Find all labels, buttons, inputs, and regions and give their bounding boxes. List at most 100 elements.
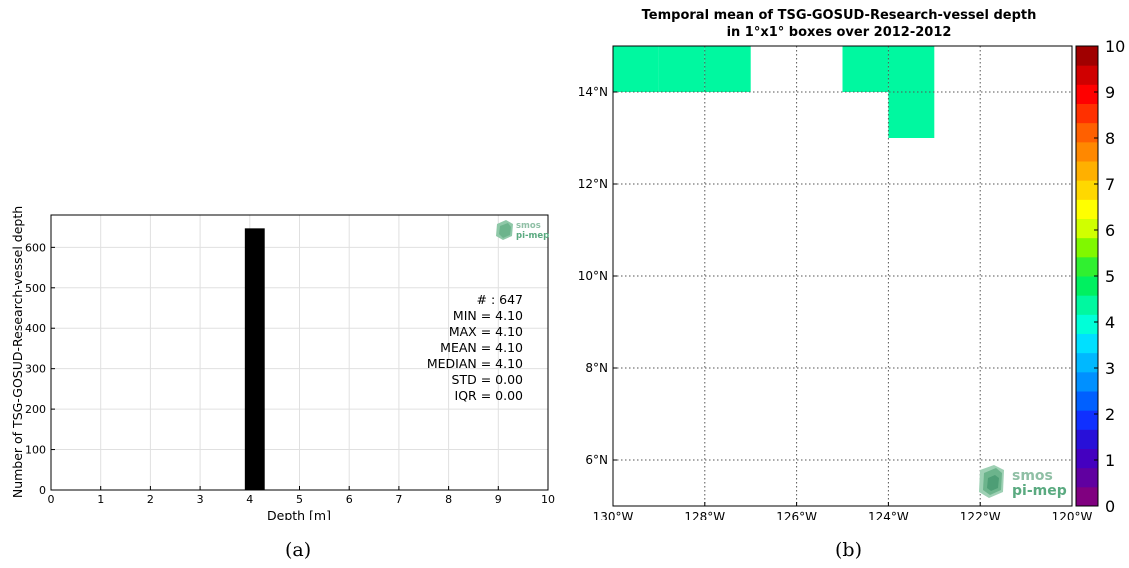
colorbar-segment <box>1076 467 1098 488</box>
colorbar-segment <box>1076 429 1098 449</box>
hist-ytick-label: 200 <box>25 403 46 416</box>
logo-text-pimep-large: pi-mep <box>1012 483 1067 499</box>
colorbar-segment <box>1076 314 1098 334</box>
colorbar-segment <box>1076 180 1098 200</box>
caption-a: (a) <box>285 539 312 561</box>
hist-xtick-label: 8 <box>445 493 452 506</box>
colorbar-segment <box>1076 295 1098 315</box>
stats-block: # : 647 MIN = 4.10 MAX = 4.10 MEAN = 4.1… <box>427 292 523 403</box>
colorbar-segment <box>1076 103 1098 124</box>
colorbar-segment <box>1076 352 1098 373</box>
hist-ytick-label: 300 <box>25 363 46 376</box>
hist-xtick-label: 2 <box>147 493 154 506</box>
stat-max: MAX = 4.10 <box>449 324 523 339</box>
y-axis-label: Number of TSG-GOSUD-Research-vessel dept… <box>10 206 25 498</box>
colorbar-tick-label: 7 <box>1105 175 1115 194</box>
map-ytick-label: 8°N <box>585 361 608 375</box>
hist-xtick-label: 4 <box>246 493 253 506</box>
map-title-line2: in 1°x1° boxes over 2012-2012 <box>727 25 952 40</box>
colorbar-ticks: 0 1 2 3 4 5 6 7 8 9 10 <box>1094 37 1125 516</box>
colorbar-tick-label: 1 <box>1105 451 1115 470</box>
depth-map-chart: Temporal mean of TSG-GOSUD-Research-vess… <box>578 8 1126 520</box>
smos-pimep-logo-small: smos pi-mep <box>496 220 549 241</box>
hist-xtick-label: 3 <box>197 493 204 506</box>
hist-xtick-label: 5 <box>296 493 303 506</box>
hist-bar <box>244 228 265 490</box>
map-cell <box>888 92 935 138</box>
hist-bars <box>244 228 265 490</box>
colorbar-segment <box>1076 199 1098 219</box>
colorbar-segment <box>1076 46 1098 66</box>
colorbar-segment <box>1076 410 1098 430</box>
map-xtick-label: 128°W <box>684 510 725 520</box>
colorbar-tick-label: 6 <box>1105 221 1115 240</box>
colorbar-tick-label: 3 <box>1105 359 1115 378</box>
map-xtick-label: 122°W <box>960 510 1001 520</box>
stat-median: MEDIAN = 4.10 <box>427 356 523 371</box>
colorbar-segment <box>1076 237 1098 258</box>
colorbar <box>1076 46 1098 507</box>
colorbar-segment <box>1076 161 1098 181</box>
hist-xtick-label: 7 <box>395 493 402 506</box>
colorbar-segment <box>1076 256 1098 277</box>
colorbar-segment <box>1076 333 1098 354</box>
colorbar-segment <box>1076 276 1098 296</box>
depth-histogram-chart: Number of TSG-GOSUD-Research-vessel dept… <box>10 206 555 520</box>
colorbar-segment <box>1076 371 1098 392</box>
colorbar-tick-label: 4 <box>1105 313 1115 332</box>
hist-ytick-label: 400 <box>25 322 46 335</box>
map-ytick-label: 14°N <box>578 85 608 99</box>
colorbar-segment <box>1076 122 1098 143</box>
map-ytick-label: 12°N <box>578 177 608 191</box>
map-title-line1: Temporal mean of TSG-GOSUD-Research-vess… <box>642 8 1037 23</box>
map-xtick-label: 130°W <box>593 510 634 520</box>
stat-count: # : 647 <box>477 292 524 307</box>
map-grid <box>613 46 1072 506</box>
map-cell <box>842 46 889 92</box>
logo-text-smos: smos <box>516 221 541 231</box>
hist-xtick-label: 0 <box>48 493 55 506</box>
map-xtick-label: 124°W <box>868 510 909 520</box>
hist-xtick-label: 10 <box>541 493 555 506</box>
logo-text-smos-large: smos <box>1012 468 1053 484</box>
hist-ytick-label: 600 <box>25 241 46 254</box>
colorbar-tick-label: 9 <box>1105 83 1115 102</box>
map-xtick-label: 120°W <box>1052 510 1093 520</box>
colorbar-segment <box>1076 448 1098 469</box>
colorbar-tick-label: 2 <box>1105 405 1115 424</box>
colorbar-tick-label: 5 <box>1105 267 1115 286</box>
colorbar-segment <box>1076 65 1098 85</box>
colorbar-tick-label: 8 <box>1105 129 1115 148</box>
colorbar-tick-label: 0 <box>1105 497 1115 516</box>
colorbar-segment <box>1076 141 1098 162</box>
map-cell <box>888 46 935 92</box>
colorbar-tick-label: 10 <box>1105 37 1125 56</box>
hist-xtick-label: 1 <box>97 493 104 506</box>
hist-xtick-label: 9 <box>495 493 502 506</box>
map-cells <box>613 46 935 138</box>
colorbar-segment <box>1076 84 1098 104</box>
map-cell <box>658 46 705 92</box>
stat-mean: MEAN = 4.10 <box>440 340 523 355</box>
stat-std: STD = 0.00 <box>452 372 523 387</box>
stat-iqr: IQR = 0.00 <box>455 388 524 403</box>
stat-min: MIN = 4.10 <box>453 308 523 323</box>
x-axis-label: Depth [m] <box>267 508 331 520</box>
colorbar-segment <box>1076 218 1098 239</box>
colorbar-segment <box>1076 391 1098 411</box>
colorbar-segment <box>1076 486 1098 507</box>
hist-ytick-label: 100 <box>25 444 46 457</box>
map-ticks: 130°W 128°W 126°W 124°W 122°W 120°W 6°N 8°N 10°N… <box>578 85 1093 520</box>
map-xtick-label: 126°W <box>776 510 817 520</box>
map-ytick-label: 6°N <box>585 453 608 467</box>
hist-xtick-label: 6 <box>346 493 353 506</box>
hist-ytick-label: 0 <box>39 484 46 497</box>
caption-b: (b) <box>835 539 862 561</box>
map-ytick-label: 10°N <box>578 269 608 283</box>
smos-pimep-logo: smos pi-mep <box>979 465 1067 499</box>
logo-text-pimep: pi-mep <box>516 231 549 241</box>
map-cell <box>704 46 751 92</box>
hist-ytick-label: 500 <box>25 282 46 295</box>
map-cell <box>613 46 659 92</box>
